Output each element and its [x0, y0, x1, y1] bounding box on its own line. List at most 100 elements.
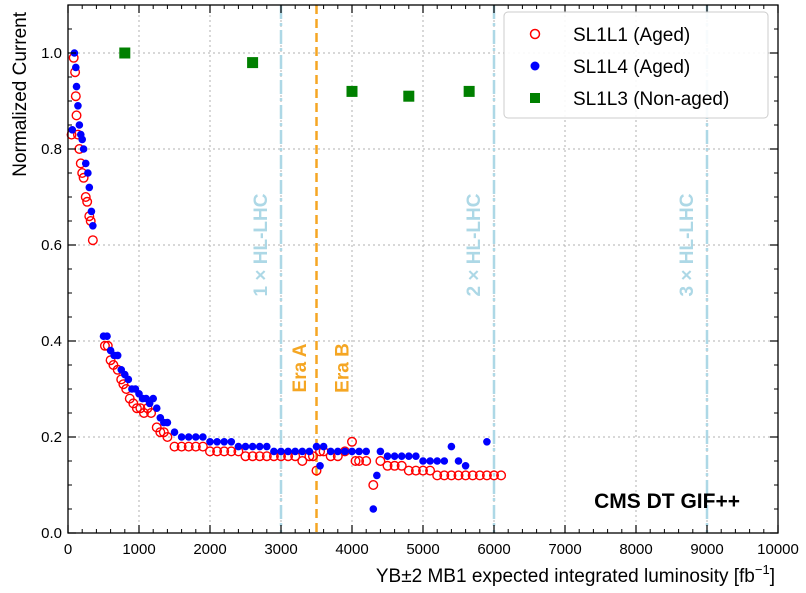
data-point-sl1l4: [376, 447, 385, 456]
data-point-sl1l1: [496, 470, 507, 481]
data-point-sl1l1: [226, 446, 237, 457]
data-point-sl1l1: [87, 235, 98, 246]
cms-annotation: CMS DT GIF++: [594, 490, 740, 513]
y-tick-label: 1.0: [41, 45, 62, 62]
data-point-sl1l4: [291, 447, 300, 456]
data-point-sl1l4: [220, 438, 228, 446]
data-point-sl1l4: [79, 145, 88, 153]
era-label: Era B: [332, 343, 353, 393]
data-point-sl1l4: [341, 447, 349, 456]
legend-label-sl1l3: SL1L3 (Non-aged): [573, 89, 729, 110]
legend-label-sl1l4: SL1L4 (Aged): [573, 57, 690, 78]
data-point-sl1l4: [263, 442, 271, 451]
data-point-sl1l4: [87, 207, 96, 216]
data-point-sl1l1: [481, 470, 492, 481]
data-point-sl1l3: [346, 85, 358, 97]
data-point-sl1l4: [124, 375, 133, 384]
x-tick-label: 5000: [406, 541, 439, 558]
data-point-sl1l4: [362, 447, 371, 456]
y-tick-label: 0.2: [41, 429, 62, 446]
data-point-sl1l1: [118, 379, 129, 390]
data-point-sl1l4: [72, 63, 80, 72]
data-point-sl1l4: [447, 442, 456, 451]
data-point-sl1l1: [183, 441, 194, 452]
data-point-sl1l1: [489, 470, 500, 481]
data-point-sl1l4: [397, 452, 406, 461]
data-point-sl1l1: [418, 465, 429, 476]
axes: [67, 4, 779, 534]
data-point-sl1l4: [170, 428, 179, 437]
data-point-sl1l4: [390, 452, 399, 461]
data-point-sl1l4: [483, 438, 491, 446]
y-axis-title: Normalized Current: [10, 11, 31, 176]
data-point-sl1l1: [425, 465, 436, 476]
data-point-sl1l3: [403, 90, 415, 102]
x-tick-label: 2000: [193, 541, 226, 558]
hl-lhc-label: 1 × HL-LHC: [251, 193, 272, 296]
legend-label-sl1l1: SL1L1 (Aged): [573, 25, 690, 46]
data-point-sl1l1: [131, 403, 142, 414]
data-point-sl1l1: [254, 451, 265, 462]
data-point-sl1l1: [432, 470, 443, 481]
data-point-sl1l4: [149, 394, 157, 403]
data-point-sl1l1: [347, 436, 358, 447]
data-point-sl1l4: [426, 457, 434, 465]
data-point-sl1l4: [248, 442, 257, 451]
data-point-sl1l4: [334, 447, 342, 456]
data-point-sl1l4: [68, 126, 77, 134]
data-point-sl1l4: [89, 222, 97, 230]
data-point-sl1l4: [454, 457, 463, 465]
data-point-sl1l4: [326, 447, 335, 456]
data-point-sl1l1: [78, 172, 89, 183]
data-point-sl1l1: [382, 460, 393, 471]
data-point-sl1l4: [440, 457, 449, 465]
data-point-sl1l1: [197, 441, 208, 452]
data-point-sl1l4: [85, 183, 94, 192]
data-point-sl1l4: [199, 433, 207, 441]
legend-marker-sl1l4: [530, 61, 540, 71]
data-point-sl1l1: [354, 456, 365, 467]
data-point-sl1l4: [163, 418, 172, 427]
data-series: [66, 47, 507, 513]
data-point-sl1l1: [261, 451, 272, 462]
data-point-sl1l1: [80, 191, 91, 202]
data-point-sl1l4: [103, 332, 111, 341]
hl-lhc-label: 3 × HL-LHC: [677, 193, 698, 296]
data-point-sl1l1: [460, 470, 471, 481]
tick-labels: 0 1000 2000 3000 4000 5000 6000 7000 8000 9000 100…: [41, 45, 799, 558]
data-point-sl1l4: [419, 457, 427, 465]
data-point-sl1l4: [152, 404, 161, 413]
data-point-sl1l4: [213, 438, 221, 446]
data-point-sl1l4: [81, 159, 90, 168]
data-point-sl1l1: [368, 480, 379, 491]
data-point-sl1l1: [146, 408, 157, 419]
y-tick-label: 0.0: [41, 525, 62, 542]
data-point-sl1l4: [412, 452, 420, 461]
data-point-sl1l1: [219, 446, 230, 457]
data-point-sl1l4: [72, 82, 81, 91]
data-point-sl1l4: [405, 452, 413, 461]
legend: SL1L1 (Aged) SL1L4 (Aged) SL1L3 (Non-age…: [503, 11, 769, 119]
x-tick-label: 8000: [619, 541, 652, 558]
data-point-sl1l3: [119, 47, 131, 59]
data-point-sl1l4: [270, 447, 278, 456]
data-point-sl1l1: [71, 110, 82, 121]
x-tick-label: 1000: [122, 541, 155, 558]
era-label: Era A: [290, 343, 311, 392]
data-point-sl1l1: [190, 441, 201, 452]
data-point-sl1l4: [241, 442, 250, 451]
data-point-sl1l4: [355, 447, 363, 456]
data-point-sl1l4: [74, 102, 82, 110]
data-point-sl1l1: [453, 470, 464, 481]
data-point-sl1l4: [84, 169, 92, 177]
data-point-sl1l4: [78, 135, 86, 144]
data-point-sl1l4: [75, 121, 84, 129]
data-point-sl1l1: [467, 470, 478, 481]
data-point-sl1l4: [319, 442, 328, 451]
data-point-sl1l4: [113, 351, 122, 360]
data-point-sl1l1: [155, 427, 166, 438]
data-point-sl1l1: [403, 465, 414, 476]
legend-marker-sl1l1: [529, 28, 541, 40]
data-point-sl1l4: [312, 442, 321, 451]
